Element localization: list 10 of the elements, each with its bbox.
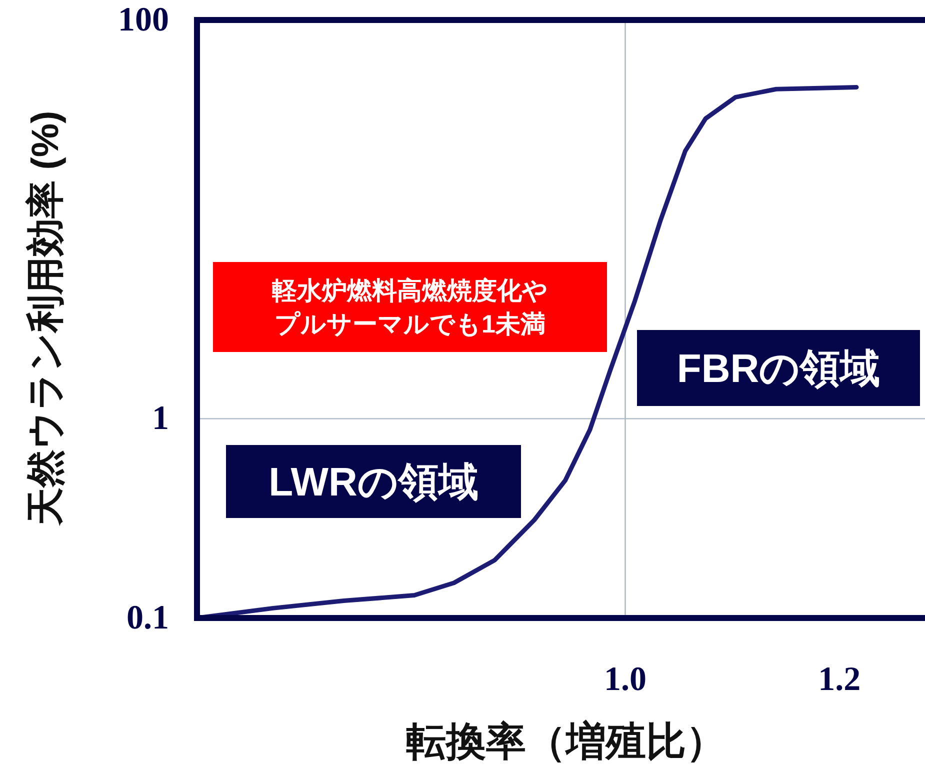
y-tick-label: 100 <box>118 2 169 38</box>
y-axis-title: 天然ウラン利用効率 (%) <box>24 110 67 526</box>
annotation: LWRの領域 <box>268 460 478 504</box>
y-tick-label: 1 <box>152 400 169 438</box>
y-tick-label: 0.1 <box>126 600 169 636</box>
x-tick-label: 1.2 <box>818 661 861 698</box>
annotation: FBRの領域 <box>676 347 880 391</box>
x-axis-title: 転換率（増殖比） <box>406 719 726 764</box>
annotation: 軽水炉燃料高燃焼度化やプルサーマルでも1未満 <box>272 276 548 339</box>
x-tick-label: 1.0 <box>604 661 646 698</box>
